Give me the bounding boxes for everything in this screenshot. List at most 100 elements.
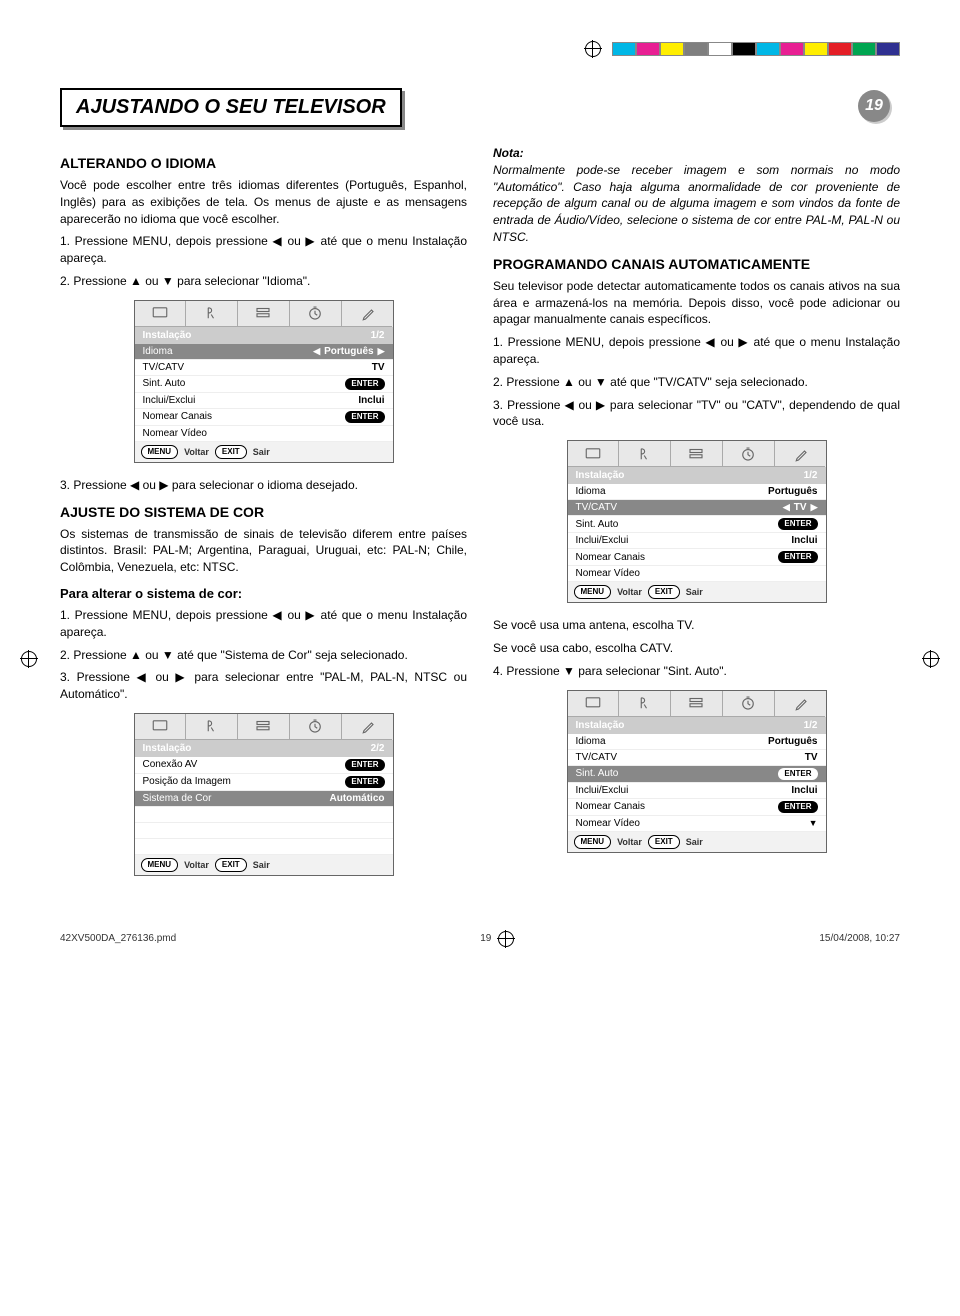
osd-page: 2/2 xyxy=(371,743,385,754)
footer-filename: 42XV500DA_276136.pmd xyxy=(60,933,176,944)
osd-label: Nomear Canais xyxy=(576,801,645,812)
osd-label: Sistema de Cor xyxy=(143,793,212,804)
step-cor-1: 1. Pressione MENU, depois pressione ◀ ou… xyxy=(60,607,467,641)
enter-pill: ENTER xyxy=(345,759,384,771)
osd-value: TV xyxy=(372,362,385,373)
osd-tab-setup-icon xyxy=(775,691,826,717)
menu-pill: MENU xyxy=(141,858,179,872)
osd-value: TV xyxy=(805,752,818,763)
registration-mark-icon xyxy=(497,930,515,948)
osd-row-sint: Sint. Auto ENTER xyxy=(568,516,826,533)
osd-label: TV/CATV xyxy=(143,362,184,373)
note-title: Nota: xyxy=(493,146,524,160)
osd-tab-picture-icon xyxy=(568,691,620,717)
osd-footer: MENU Voltar EXIT Sair xyxy=(135,855,393,875)
osd-label: Nomear Vídeo xyxy=(576,568,640,579)
content-columns: ALTERANDO O IDIOMA Você pode escolher en… xyxy=(60,145,900,890)
osd-row-blank xyxy=(135,823,393,839)
osd-label: Nomear Vídeo xyxy=(576,818,640,829)
note-body: Normalmente pode-se receber imagem e som… xyxy=(493,163,900,244)
osd-row-idioma: Idioma Português xyxy=(568,734,826,750)
osd-title-bar: Instalação 1/2 xyxy=(135,327,393,344)
osd-row-sint: Sint. Auto ENTER xyxy=(135,376,393,393)
osd-row-tvcatv: TV/CATV TV xyxy=(135,360,393,376)
osd-screenshot-tvcatv: Instalação 1/2 Idioma Português TV/CATV … xyxy=(567,440,827,603)
osd-footer-label: Sair xyxy=(686,587,703,597)
heading-cor: AJUSTE DO SISTEMA DE COR xyxy=(60,504,467,520)
page-title-frame: AJUSTANDO O SEU TELEVISOR xyxy=(60,88,402,127)
osd-value: Inclui xyxy=(791,535,817,546)
enter-pill: ENTER xyxy=(778,768,817,780)
arrow-down-icon: ▼ xyxy=(809,819,818,828)
color-swatch xyxy=(612,42,636,56)
osd-tab-timer-icon xyxy=(290,714,342,740)
heading-alterar-cor: Para alterar o sistema de cor: xyxy=(60,586,467,601)
osd-tab-picture-icon xyxy=(135,714,187,740)
osd-value: Português xyxy=(768,736,817,747)
osd-row-idioma: Idioma ◀Português▶ xyxy=(135,344,393,360)
color-swatch xyxy=(804,42,828,56)
osd-page: 1/2 xyxy=(804,720,818,731)
osd-screenshot-sistema-cor: Instalação 2/2 Conexão AV ENTER Posição … xyxy=(134,713,394,876)
osd-label: TV/CATV xyxy=(576,502,617,513)
color-swatch xyxy=(684,42,708,56)
page-title: AJUSTANDO O SEU TELEVISOR xyxy=(76,96,386,119)
osd-row-idioma: Idioma Português xyxy=(568,484,826,500)
print-registration-bar xyxy=(60,40,900,58)
osd-row-nomvid: Nomear Vídeo xyxy=(568,566,826,582)
osd-row-tvcatv: TV/CATV ◀ TV ▶ xyxy=(568,500,826,516)
step-idioma-3: 3. Pressione ◀ ou ▶ para selecionar o id… xyxy=(60,477,467,494)
osd-title: Instalação xyxy=(576,470,625,481)
arrow-left-icon: ◀ xyxy=(313,347,320,356)
osd-title: Instalação xyxy=(143,330,192,341)
registration-mark-icon xyxy=(584,40,602,58)
color-swatch xyxy=(732,42,756,56)
color-swatch xyxy=(852,42,876,56)
osd-row-nomcan: Nomear Canais ENTER xyxy=(568,799,826,816)
arrow-right-icon: ▶ xyxy=(811,503,818,512)
osd-tab-features-icon xyxy=(671,691,723,717)
osd-tab-sound-icon xyxy=(619,691,671,717)
osd-label: Idioma xyxy=(576,486,606,497)
heading-prog: PROGRAMANDO CANAIS AUTOMATICAMENTE xyxy=(493,256,900,272)
osd-title: Instalação xyxy=(576,720,625,731)
osd-tabs xyxy=(135,714,393,740)
left-column: ALTERANDO O IDIOMA Você pode escolher en… xyxy=(60,145,467,890)
osd-tab-setup-icon xyxy=(775,441,826,467)
color-swatch xyxy=(828,42,852,56)
osd-label: Nomear Canais xyxy=(576,552,645,563)
osd-value: Inclui xyxy=(791,785,817,796)
osd-label: Idioma xyxy=(143,346,173,357)
color-swatch xyxy=(708,42,732,56)
osd-footer-label: Voltar xyxy=(184,860,209,870)
osd-row-inclui: Inclui/Exclui Inclui xyxy=(568,533,826,549)
step-prog-2: 2. Pressione ▲ ou ▼ até que "TV/CATV" se… xyxy=(493,374,900,391)
osd-footer-label: Sair xyxy=(253,860,270,870)
osd-label: Inclui/Exclui xyxy=(576,785,629,796)
color-swatch xyxy=(876,42,900,56)
osd-label: Sint. Auto xyxy=(576,519,619,530)
osd-label: Nomear Vídeo xyxy=(143,428,207,439)
para-idioma: Você pode escolher entre três idiomas di… xyxy=(60,177,467,227)
step-idioma-2: 2. Pressione ▲ ou ▼ para selecionar "Idi… xyxy=(60,273,467,290)
arrow-left-icon: ◀ xyxy=(783,503,790,512)
para-cabo: Se você usa cabo, escolha CATV. xyxy=(493,640,900,657)
osd-footer-label: Sair xyxy=(686,837,703,847)
osd-tabs xyxy=(568,441,826,467)
para-cor: Os sistemas de transmissão de sinais de … xyxy=(60,526,467,576)
heading-idioma: ALTERANDO O IDIOMA xyxy=(60,155,467,171)
osd-row-conexao: Conexão AV ENTER xyxy=(135,757,393,774)
osd-footer: MENU Voltar EXIT Sair xyxy=(568,832,826,852)
page-number-badge: 19 xyxy=(858,90,890,122)
print-footer: 42XV500DA_276136.pmd 19 15/04/2008, 10:2… xyxy=(60,930,900,948)
para-antena: Se você usa uma antena, escolha TV. xyxy=(493,617,900,634)
osd-label: Posição da Imagem xyxy=(143,776,231,787)
osd-value: TV xyxy=(794,502,807,513)
osd-label: Inclui/Exclui xyxy=(143,395,196,406)
osd-page: 1/2 xyxy=(371,330,385,341)
osd-row-blank xyxy=(135,807,393,823)
osd-tab-timer-icon xyxy=(723,441,775,467)
osd-row-nomcan: Nomear Canais ENTER xyxy=(568,549,826,566)
osd-row-sistema: Sistema de Cor Automático xyxy=(135,791,393,807)
osd-row-nomvid: Nomear Vídeo ▼ xyxy=(568,816,826,832)
